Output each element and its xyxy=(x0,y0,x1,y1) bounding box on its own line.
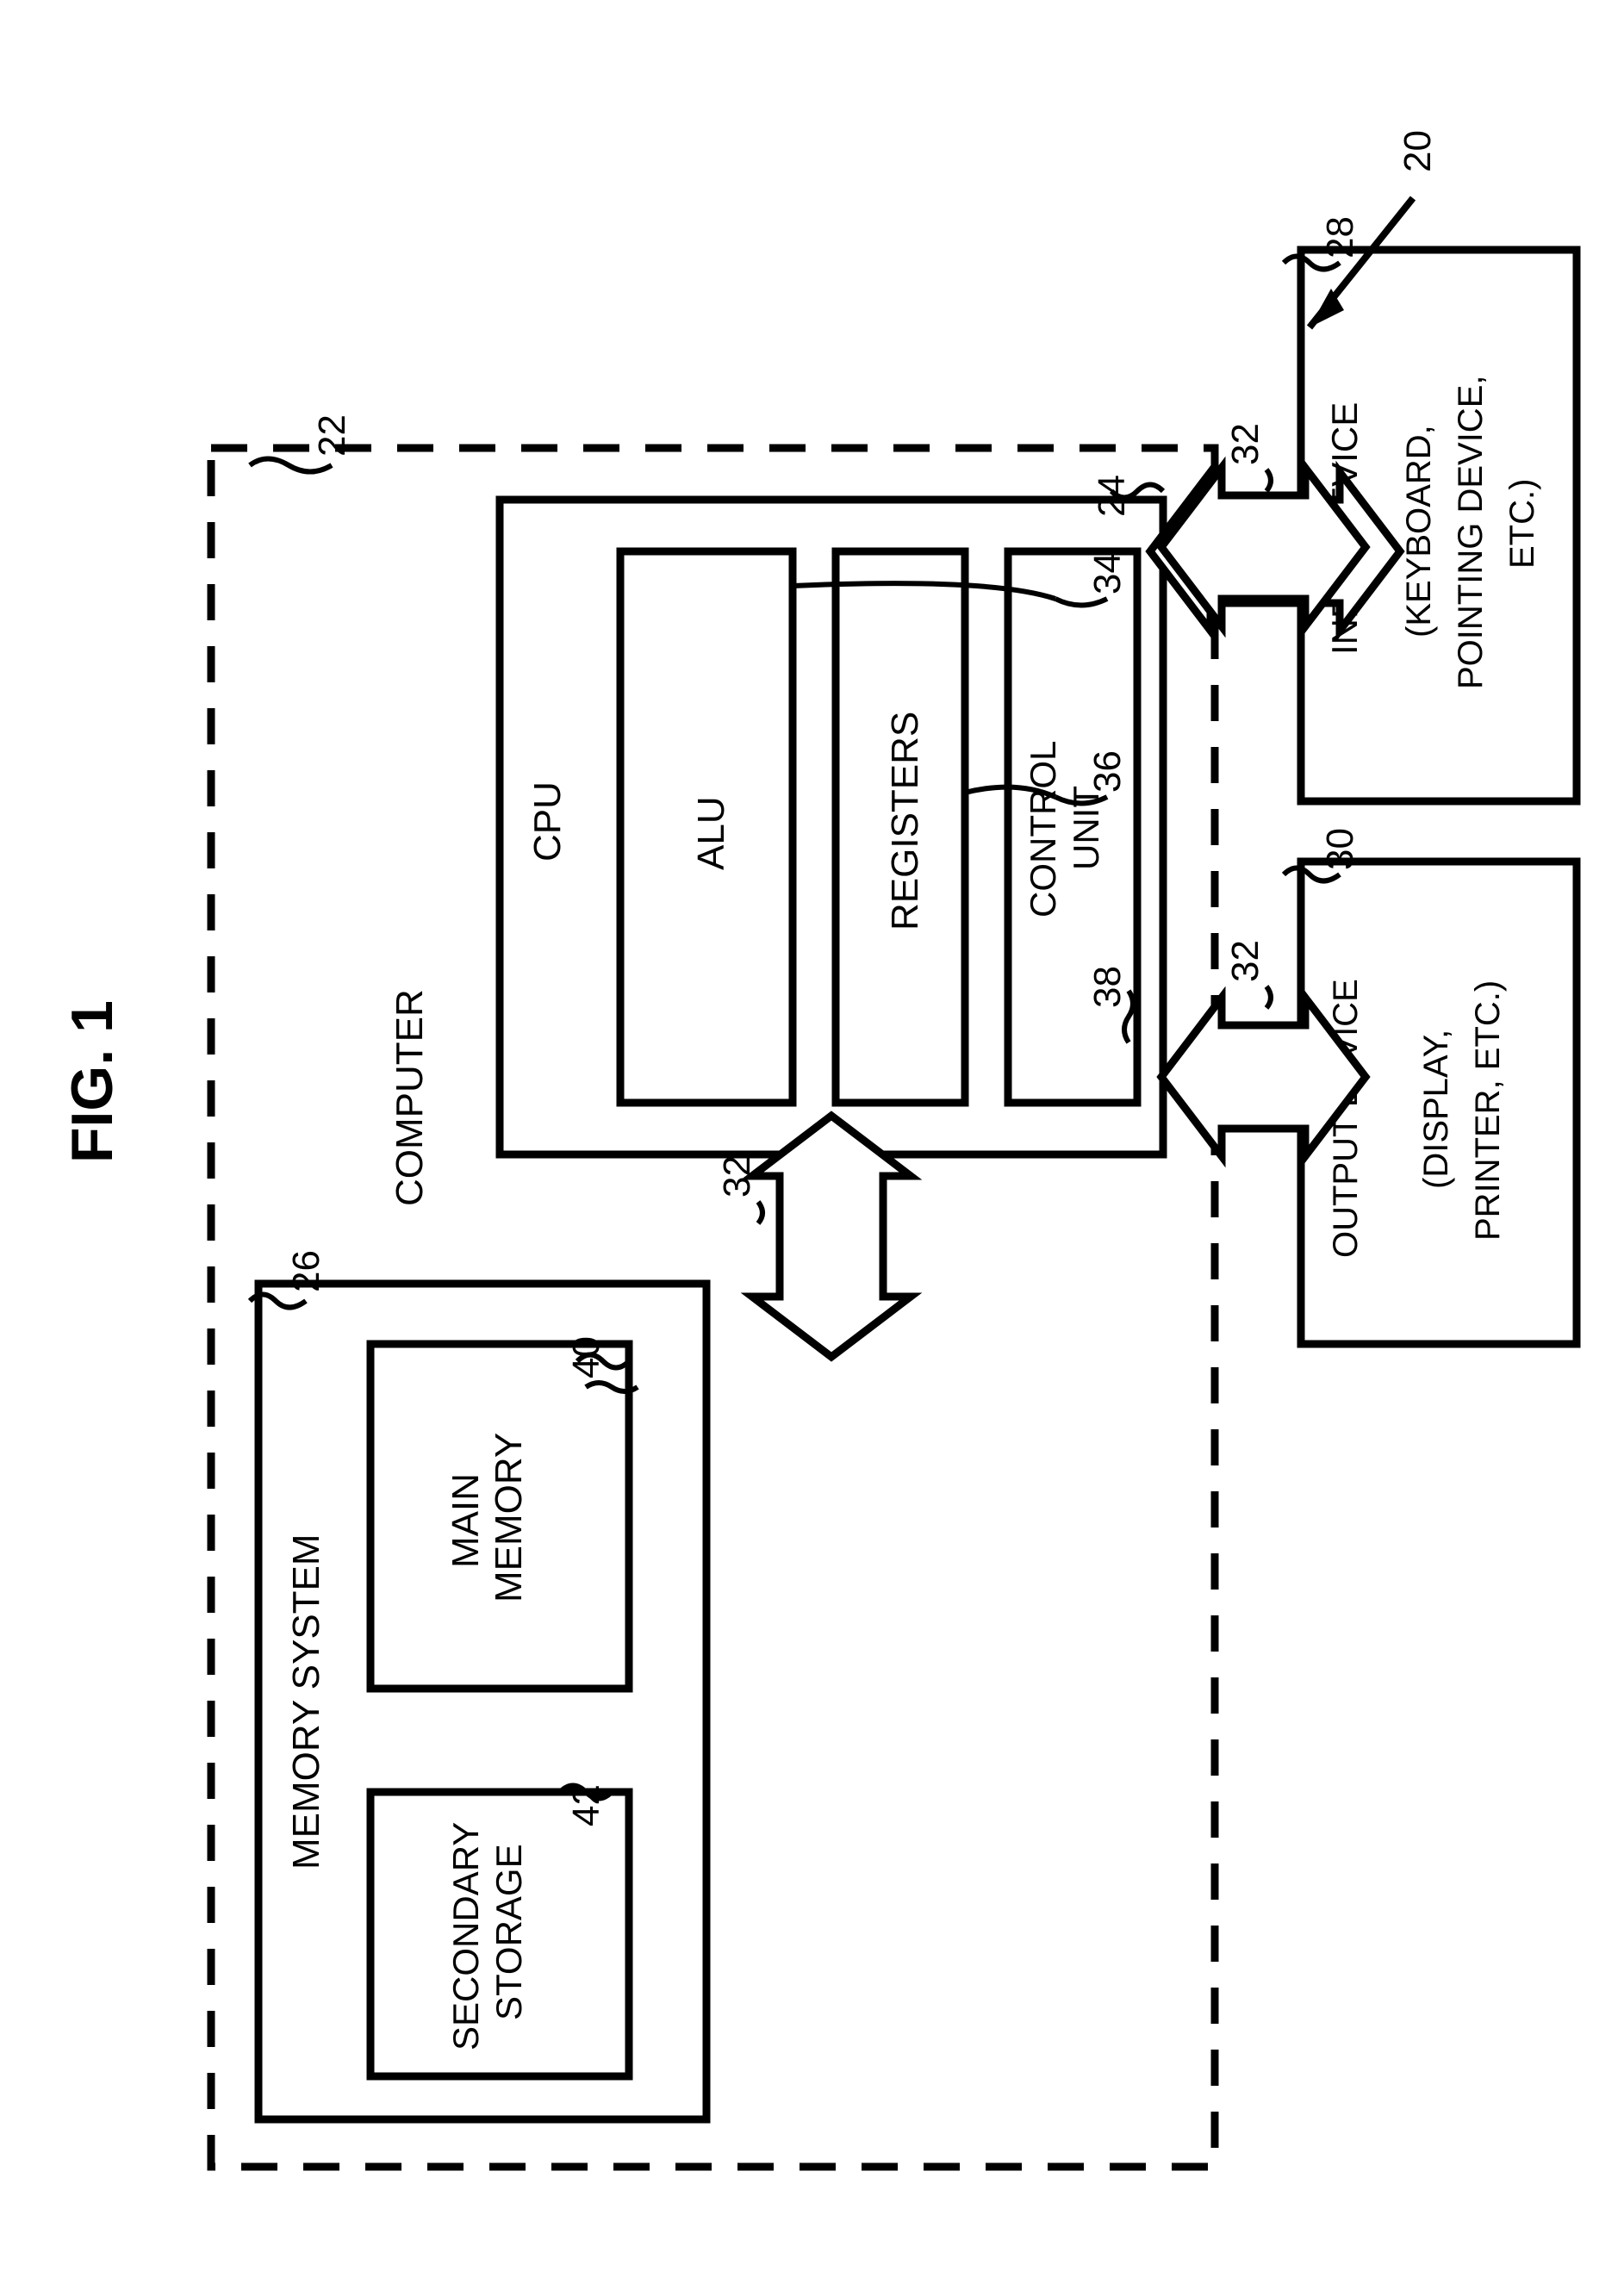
control-unit-label-2: UNIT xyxy=(1066,786,1106,870)
svg-text:32: 32 xyxy=(1224,423,1266,465)
svg-text:32: 32 xyxy=(1224,940,1266,982)
secondary-storage-ref: 42 xyxy=(560,1784,612,1826)
input-device-sub2: POINTING DEVICE, xyxy=(1452,376,1490,690)
computer-label: COMPUTER xyxy=(389,989,431,1206)
svg-text:28: 28 xyxy=(1319,216,1361,258)
main-memory-label-2: MEMORY xyxy=(488,1433,530,1602)
alu-ref: 34 xyxy=(793,552,1129,605)
svg-text:22: 22 xyxy=(311,414,353,457)
input-device-sub3: ETC.) xyxy=(1503,479,1541,569)
input-device-ref: 28 xyxy=(1284,216,1361,269)
svg-text:38: 38 xyxy=(1086,966,1129,1008)
figure-title: FIG. 1 xyxy=(59,1000,125,1163)
svg-text:34: 34 xyxy=(1086,552,1129,594)
bi-arrow-input-ref: 32 xyxy=(1224,423,1271,491)
computer-ref: 22 xyxy=(250,414,353,471)
output-device-sub2: PRINTER, ETC.) xyxy=(1469,980,1507,1241)
control-unit-ref: 38 xyxy=(1086,966,1133,1042)
svg-text:30: 30 xyxy=(1319,828,1361,870)
cpu-label: CPU xyxy=(526,781,569,862)
diagram-canvas: FIG. 1 20 COMPUTER 22 MEMORY SYSTEM 26 M… xyxy=(0,0,1624,2271)
registers-label: REGISTERS xyxy=(884,712,926,930)
output-device-ref: 30 xyxy=(1284,828,1361,880)
control-unit-label-1: CONTROL xyxy=(1023,741,1063,918)
secondary-storage-label-2: STORAGE xyxy=(488,1844,529,2020)
alu-label: ALU xyxy=(690,796,732,870)
input-device-sub1: (KEYBOARD, xyxy=(1400,425,1438,638)
cpu-box xyxy=(500,500,1163,1154)
svg-text:32: 32 xyxy=(716,1155,758,1198)
secondary-storage-label-1: SECONDARY xyxy=(445,1822,486,2050)
memory-system-label: MEMORY SYSTEM xyxy=(285,1534,327,1870)
computer-box xyxy=(211,448,1215,2167)
output-device-sub1: (DISPLAY, xyxy=(1417,1030,1455,1189)
bi-arrow-output-ref: 32 xyxy=(1224,940,1271,1008)
svg-text:20: 20 xyxy=(1397,130,1439,172)
main-memory-label-1: MAIN xyxy=(445,1473,487,1568)
svg-text:26: 26 xyxy=(285,1250,327,1292)
